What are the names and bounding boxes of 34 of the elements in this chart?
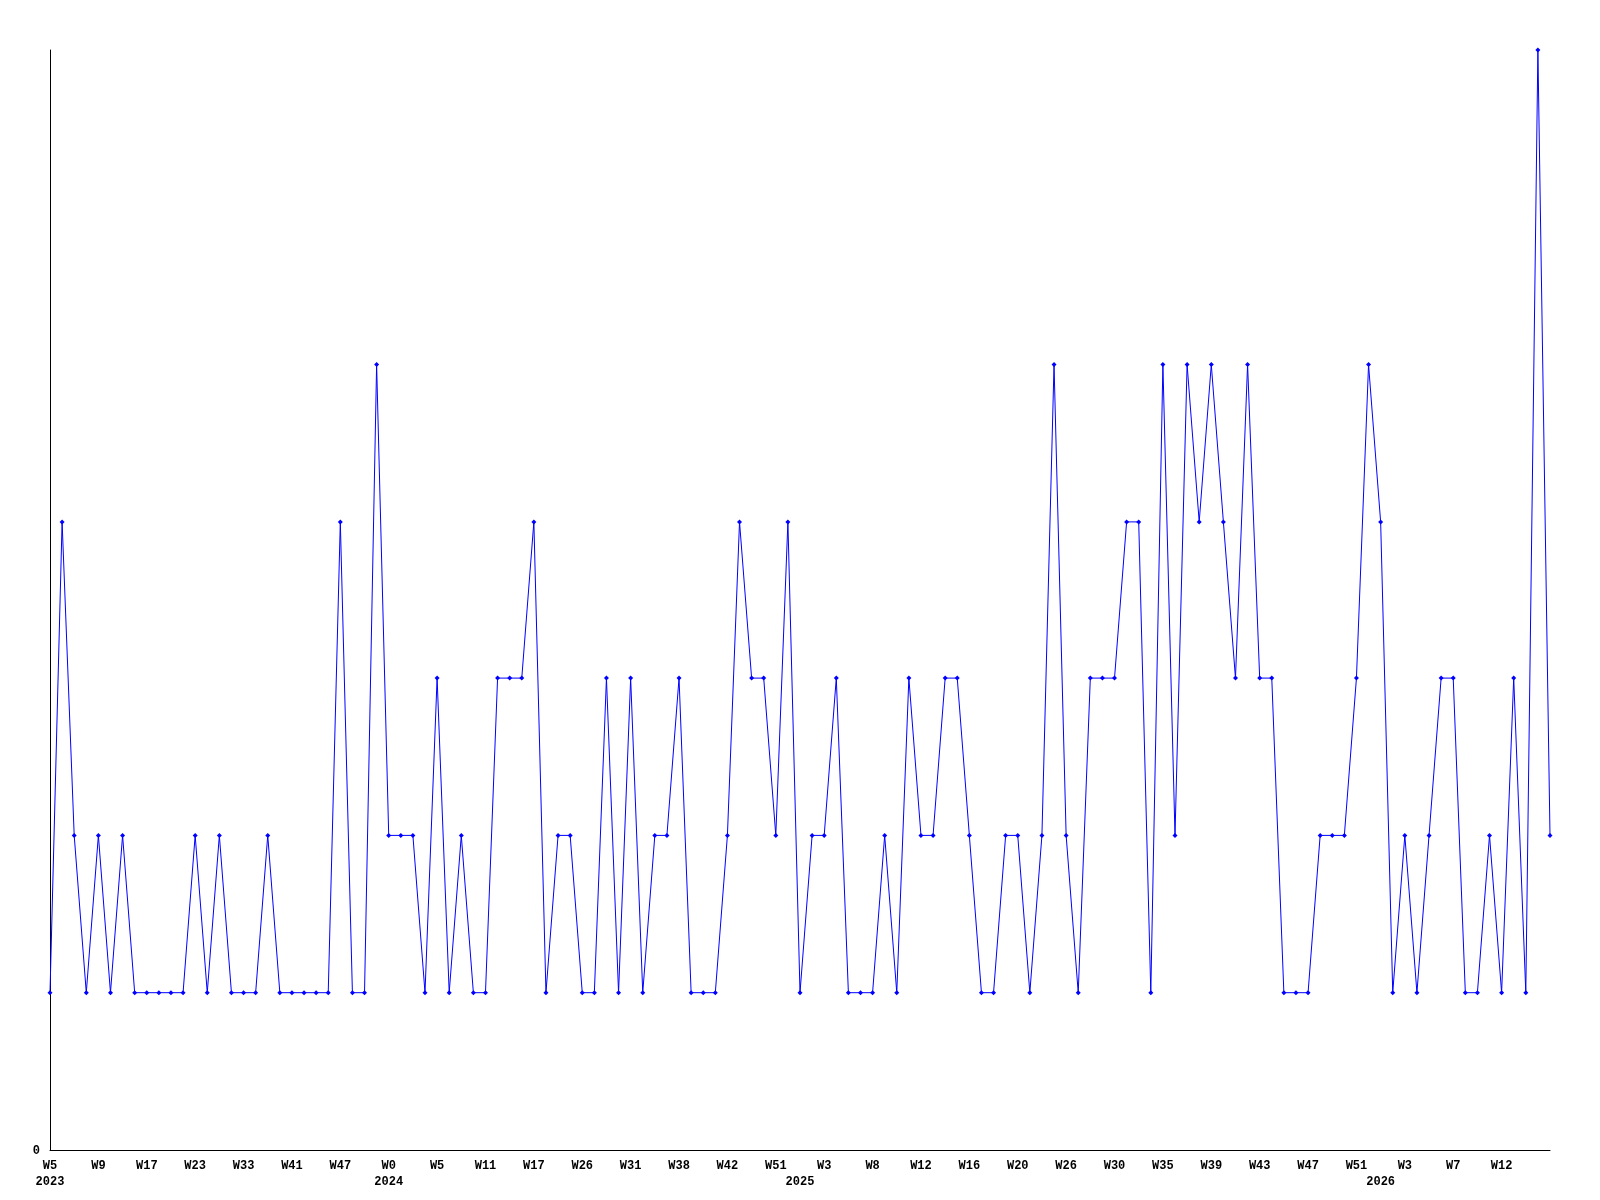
x-tick-label: W12 xyxy=(1490,1159,1513,1173)
x-tick-label: W11 xyxy=(474,1159,497,1173)
x-tick-label: W51 xyxy=(765,1159,787,1173)
x-tick-label: W8 xyxy=(865,1159,880,1173)
x-tick-label: W17 xyxy=(523,1159,545,1173)
x-tick-label: W20 xyxy=(1006,1159,1029,1173)
x-tick-label: W17 xyxy=(135,1159,158,1173)
x-tick-label: W47 xyxy=(1297,1159,1319,1173)
text: 0 xyxy=(32,1144,40,1158)
x-tick-label: W30 xyxy=(1103,1159,1126,1173)
x-tick-label: W5 xyxy=(429,1159,445,1173)
x-tick-label: W35 xyxy=(1152,1159,1174,1173)
x-tick-label: W41 xyxy=(281,1159,303,1173)
x-tick-label: W5 2023 xyxy=(35,1159,65,1189)
x-tick-label: W42 xyxy=(716,1159,739,1173)
x-tick-label: W26 xyxy=(571,1159,594,1173)
x-tick-label: 2025 xyxy=(785,1175,815,1189)
x-tick-label: W33 xyxy=(232,1159,255,1173)
x-tick-label: W0 2024 xyxy=(374,1159,404,1189)
x-tick-label: 2026 xyxy=(1366,1175,1396,1189)
x-tick-label: W26 xyxy=(1055,1159,1077,1173)
x-tick-label: W9 xyxy=(91,1159,106,1173)
x-tick-label: W16 xyxy=(958,1159,981,1173)
x-tick-label: W43 xyxy=(1248,1159,1271,1173)
x-tick-label: W38 xyxy=(668,1159,690,1173)
x-tick-label: W3 xyxy=(1397,1159,1413,1173)
x-tick-label: W3 xyxy=(816,1159,832,1173)
x-tick-label: W39 xyxy=(1200,1159,1223,1173)
x-tick-label: W12 xyxy=(910,1159,932,1173)
x-tick-label: W7 xyxy=(1446,1159,1461,1173)
x-tick-label: W51 xyxy=(1345,1159,1368,1173)
x-tick-label: W23 xyxy=(184,1159,206,1173)
x-tick-label: W47 xyxy=(329,1159,352,1173)
x-tick-label: W31 xyxy=(619,1159,642,1173)
